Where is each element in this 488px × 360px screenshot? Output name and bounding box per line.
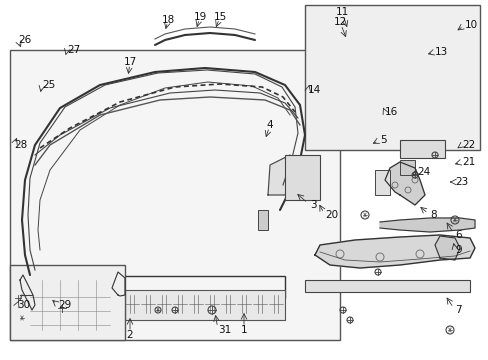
Bar: [305, 5, 479, 150]
Text: 25: 25: [42, 80, 55, 90]
Bar: [399, 160, 414, 175]
Text: 24: 24: [416, 167, 429, 177]
Bar: [125, 290, 285, 320]
Polygon shape: [112, 272, 125, 296]
Text: 23: 23: [454, 177, 468, 187]
Bar: [30, 280, 110, 330]
Text: 12: 12: [333, 17, 346, 27]
Polygon shape: [267, 155, 294, 195]
Polygon shape: [384, 162, 424, 205]
Text: 17: 17: [123, 57, 136, 67]
Polygon shape: [379, 218, 474, 232]
Text: 1: 1: [240, 325, 247, 335]
Text: 15: 15: [213, 12, 226, 22]
Bar: [399, 140, 444, 158]
Text: 20: 20: [325, 210, 337, 220]
Bar: [173, 295, 186, 313]
Bar: [221, 295, 235, 313]
Bar: [268, 295, 283, 313]
Text: 13: 13: [434, 47, 447, 57]
Bar: [374, 170, 389, 195]
Bar: [10, 265, 125, 340]
Text: 14: 14: [307, 85, 321, 95]
Bar: [141, 295, 155, 313]
Bar: [204, 295, 219, 313]
Text: 21: 21: [461, 157, 474, 167]
Text: 10: 10: [464, 20, 477, 30]
Text: 30: 30: [17, 300, 30, 310]
Bar: [189, 295, 203, 313]
Bar: [305, 280, 469, 292]
Bar: [285, 155, 319, 200]
Text: 16: 16: [384, 107, 397, 117]
Text: 27: 27: [67, 45, 80, 55]
Text: 6: 6: [454, 230, 461, 240]
Text: 3: 3: [309, 200, 316, 210]
Text: 2: 2: [126, 330, 133, 340]
Text: 29: 29: [58, 300, 71, 310]
Text: 11: 11: [335, 7, 348, 17]
Text: 19: 19: [193, 12, 206, 22]
Text: 8: 8: [429, 210, 436, 220]
Polygon shape: [20, 275, 35, 310]
Text: 26: 26: [18, 35, 31, 45]
Polygon shape: [434, 236, 459, 260]
Text: 9: 9: [454, 245, 461, 255]
Text: 4: 4: [266, 120, 273, 130]
Text: 7: 7: [454, 305, 461, 315]
Text: 31: 31: [218, 325, 231, 335]
Bar: [258, 210, 267, 230]
Text: 5: 5: [379, 135, 386, 145]
Bar: [237, 295, 250, 313]
Text: 22: 22: [461, 140, 474, 150]
Text: 28: 28: [14, 140, 27, 150]
Bar: [10, 50, 339, 340]
Bar: [120, 276, 285, 298]
Bar: [125, 295, 139, 313]
Bar: [157, 295, 171, 313]
Polygon shape: [314, 235, 474, 268]
Bar: [252, 295, 266, 313]
Text: 18: 18: [161, 15, 174, 25]
